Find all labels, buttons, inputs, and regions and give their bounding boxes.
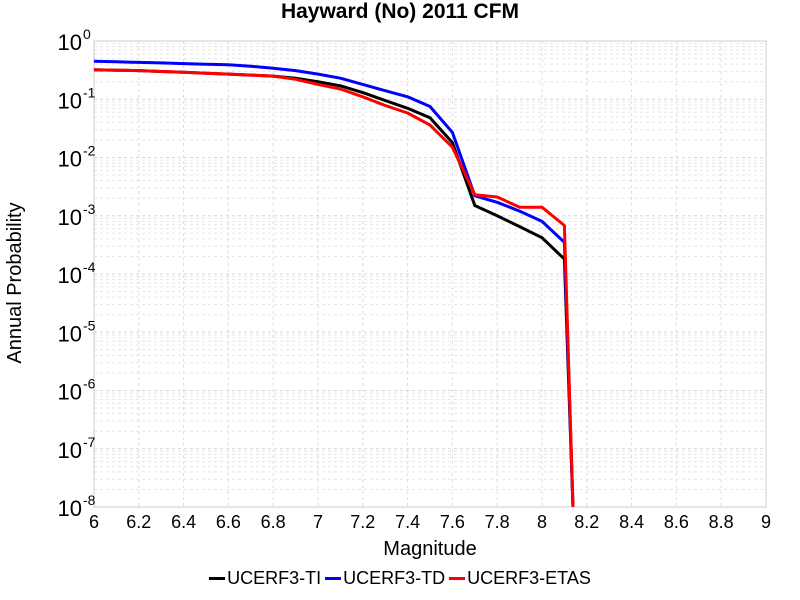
x-tick-label: 6 [89,512,99,532]
legend-label: UCERF3-ETAS [467,568,591,588]
x-tick-label: 7.4 [395,512,420,532]
chart-title: Hayward (No) 2011 CFM [280,0,520,23]
legend: UCERF3-TI UCERF3-TD UCERF3-ETAS [0,568,800,589]
y-tick-label: 10 0 [58,26,91,55]
y-tick-exponent: -8 [83,492,96,508]
x-tick-label: 7 [313,512,323,532]
x-tick-label: 6.6 [216,512,241,532]
x-tick-label: 6.8 [261,512,286,532]
y-tick-exponent: -4 [83,259,96,275]
y-tick-base: 10 [58,88,82,113]
y-tick-label: 10 -5 [58,317,96,346]
series-layer [94,59,575,507]
plot-frame [93,40,767,508]
y-tick-label: 10 -3 [58,201,96,230]
x-axis-label: Magnitude [383,538,476,560]
x-tick-label: 6.2 [126,512,151,532]
y-tick-label: 10 -4 [58,259,96,288]
grid [93,41,767,508]
x-tick-label: 7.6 [440,512,465,532]
series-line-ucerf3-td [94,59,575,507]
y-tick-exponent: -1 [83,84,96,100]
legend-item-ucerf3-ti: UCERF3-TI [209,568,321,589]
y-axis-label: Annual Probability [4,202,26,363]
legend-swatch [325,577,342,580]
legend-label: UCERF3-TI [227,568,322,588]
y-tick-base: 10 [58,380,82,405]
series-line-ucerf3-etas [94,68,575,507]
y-tick-exponent: -3 [83,201,96,217]
y-tick-exponent: -5 [83,317,96,333]
y-tick-base: 10 [58,496,82,521]
legend-item-ucerf3-td: UCERF3-TD [325,568,445,589]
x-tick-label: 8.6 [664,512,689,532]
x-tick-labels: 6 6.2 6.4 6.6 6.8 7 7.2 7.4 7.6 7.8 8 8.2 8.4 8.6 8.8 9 [89,512,771,532]
x-tick-label: 9 [761,512,771,532]
x-tick-label: 7.2 [350,512,375,532]
y-tick-base: 10 [58,147,82,172]
y-tick-label: 10 -6 [58,376,96,405]
x-tick-label: 6.4 [171,512,196,532]
legend-item-ucerf3-etas: UCERF3-ETAS [449,568,591,589]
y-tick-base: 10 [58,30,82,55]
y-tick-base: 10 [58,321,82,346]
x-tick-label: 8.8 [709,512,734,532]
series-line-ucerf3-ti [94,68,575,507]
y-tick-exponent: -6 [83,376,96,392]
legend-swatch [449,577,466,580]
y-tick-label: 10 -7 [58,434,96,463]
y-tick-label: 10 -1 [58,84,96,113]
x-tick-label: 7.8 [485,512,510,532]
y-tick-exponent: -2 [83,143,96,159]
y-tick-base: 10 [58,205,82,230]
y-tick-exponent: 0 [83,26,91,42]
y-tick-exponent: -7 [83,434,96,450]
x-tick-label: 8 [537,512,547,532]
y-tick-base: 10 [58,438,82,463]
y-tick-label: 10 -2 [58,143,96,172]
x-tick-label: 8.4 [619,512,644,532]
y-tick-base: 10 [58,263,82,288]
legend-swatch [209,577,226,580]
x-tick-label: 8.2 [574,512,599,532]
legend-label: UCERF3-TD [343,568,446,588]
y-tick-label: 10 -8 [58,492,96,521]
